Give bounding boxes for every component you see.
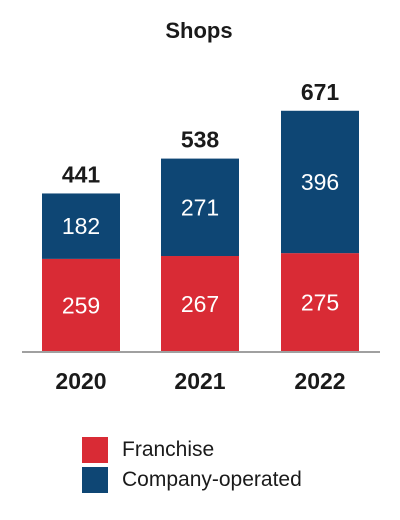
bars-group: 259 182 441 2020 267 271 538 2021 275 396 671 2022 xyxy=(42,79,359,394)
bar-franchise-2022 xyxy=(281,253,359,352)
legend: Franchise Company-operated xyxy=(82,436,302,496)
bar-franchise-2020 xyxy=(42,258,120,352)
x-tick-label-2022: 2022 xyxy=(294,368,345,394)
legend-swatch-franchise xyxy=(82,436,108,463)
bar-franchise-2021 xyxy=(161,256,239,352)
bar-value-franchise-2022: 275 xyxy=(301,290,339,316)
bar-company-operated-2021 xyxy=(161,158,239,257)
bar-value-franchise-2021: 267 xyxy=(181,291,219,317)
total-label-2021: 538 xyxy=(181,127,220,153)
bar-value-company-operated-2021: 271 xyxy=(181,194,219,220)
legend-item-company-operated: Company-operated xyxy=(82,466,302,493)
bar-company-operated-2020 xyxy=(42,193,120,259)
bar-value-company-operated-2020: 182 xyxy=(62,213,100,239)
legend-swatch-company-operated xyxy=(82,466,108,493)
legend-label-franchise: Franchise xyxy=(122,437,215,461)
chart-title: Shops xyxy=(165,18,232,43)
x-tick-label-2021: 2021 xyxy=(174,368,225,394)
bar-company-operated-2022 xyxy=(281,110,359,254)
total-label-2020: 441 xyxy=(62,161,101,187)
legend-item-franchise: Franchise xyxy=(82,436,302,463)
legend-label-company-operated: Company-operated xyxy=(122,467,302,491)
bar-value-company-operated-2022: 396 xyxy=(301,169,339,195)
x-tick-label-2020: 2020 xyxy=(55,368,106,394)
shops-stacked-bar-chart: Shops 259 182 441 2020 267 271 538 2021 275 396 67… xyxy=(22,18,380,394)
bar-value-franchise-2020: 259 xyxy=(62,292,100,318)
total-label-2022: 671 xyxy=(301,79,340,105)
